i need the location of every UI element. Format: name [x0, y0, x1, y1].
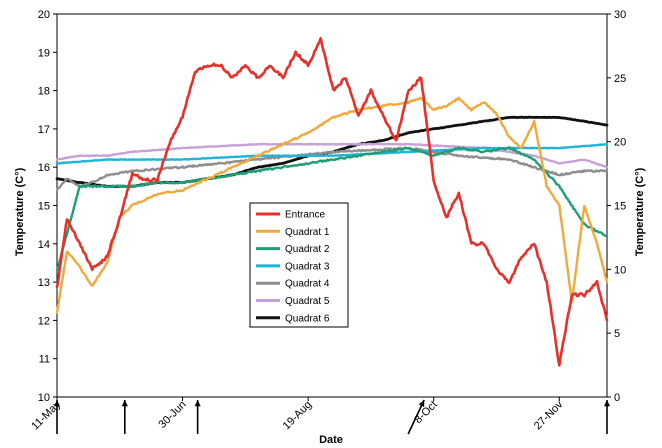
y-axis-label: Temperature (C°)	[14, 167, 26, 256]
y-tick-label: 19	[38, 47, 50, 59]
y2-axis-label: Temperature (C°)	[634, 167, 646, 256]
series-line-entrance	[55, 36, 609, 367]
y2-tick-label: 15	[614, 201, 626, 213]
series-layer	[55, 36, 609, 367]
x-tick-label: 19-Aug	[281, 399, 315, 433]
legend-label: Quadrat 3	[285, 261, 330, 272]
y2-tick-label: 5	[614, 328, 620, 340]
y-tick-label: 14	[38, 239, 50, 251]
y-tick-label: 18	[38, 86, 50, 98]
marker-arrow-head	[604, 400, 610, 407]
legend: Entrance Quadrat 1 Quadrat 2 Quadrat 3 Quadr…	[249, 202, 349, 328]
marker-arrow-head	[194, 400, 201, 407]
series-line-quadrat-5	[55, 142, 609, 169]
y2-tick-label: 0	[614, 392, 620, 404]
y2-tick-label: 10	[614, 264, 626, 276]
x-tick-label: 27-Nov	[532, 398, 566, 432]
y2-tick-label: 30	[614, 9, 626, 21]
marker-arrow-head	[54, 400, 60, 407]
x-tick-label: 30-Jun	[156, 399, 188, 431]
x-tick-label: 8-Oct	[412, 399, 440, 427]
x-axis-label: Date	[319, 434, 343, 446]
series-line-quadrat-4	[55, 146, 609, 192]
series-line-quadrat-1	[55, 96, 609, 314]
legend-label: Quadrat 6	[285, 313, 330, 324]
legend-label: Quadrat 2	[285, 244, 330, 255]
y2-tick-label: 25	[614, 73, 626, 85]
legend-label: Quadrat 1	[285, 227, 330, 238]
series-line-quadrat-3	[55, 142, 609, 165]
y-tick-label: 16	[38, 162, 50, 174]
series-line-quadrat-2	[55, 146, 609, 272]
markers-layer	[54, 399, 610, 435]
y-tick-label: 10	[38, 392, 50, 404]
y-tick-label: 15	[38, 201, 50, 213]
legend-label: Entrance	[285, 210, 325, 221]
marker-arrow-head	[418, 400, 425, 407]
y-tick-label: 13	[38, 277, 50, 289]
legend-label: Quadrat 4	[285, 279, 330, 290]
marker-arrow-head	[121, 400, 128, 407]
y-tick-label: 20	[38, 9, 50, 21]
y2-tick-label: 20	[614, 137, 626, 149]
y-tick-label: 12	[38, 315, 50, 327]
y-tick-label: 17	[38, 124, 50, 136]
y-tick-label: 11	[39, 354, 50, 366]
legend-label: Quadrat 5	[285, 296, 330, 307]
